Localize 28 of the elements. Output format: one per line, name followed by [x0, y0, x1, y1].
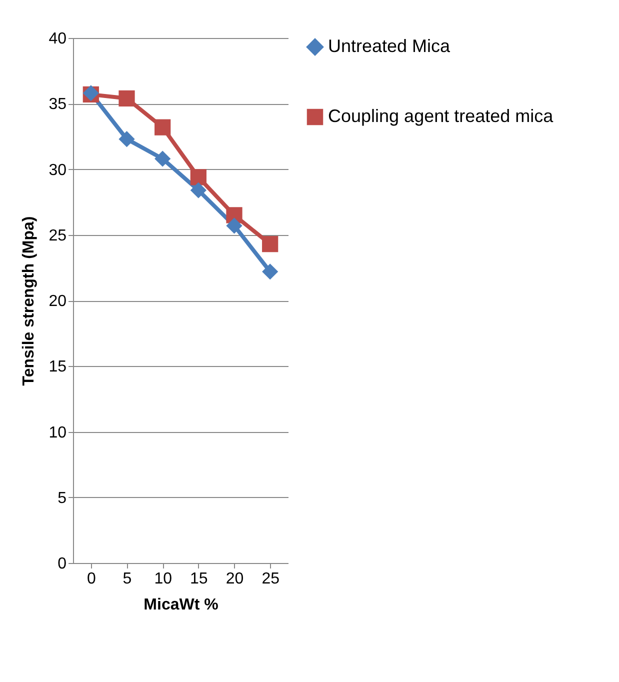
y-tick-label: 35: [48, 96, 67, 114]
point: [190, 182, 206, 198]
point: [262, 236, 278, 252]
point: [118, 131, 135, 148]
y-tick-label: 15: [48, 358, 67, 376]
x-tick-label: 0: [86, 570, 96, 588]
y-tick-label: 0: [58, 556, 67, 572]
x-axis-title: MicaWt %: [144, 596, 218, 614]
y-tick-label: 40: [48, 30, 67, 48]
x-tick-label: 20: [226, 570, 244, 588]
legend-label: Untreated Mica: [328, 36, 452, 56]
y-axis-title: Tensile strength (Mpa): [20, 216, 38, 386]
x-tick-label: 5: [122, 570, 132, 588]
x-tick-label: 10: [154, 570, 172, 588]
legend-label: Coupling agent treated mica: [328, 106, 554, 126]
x-tick-label: 15: [190, 570, 208, 588]
point: [118, 90, 135, 106]
x-tick-label: 25: [262, 570, 280, 588]
point: [190, 169, 206, 186]
y-tick-label: 30: [48, 162, 67, 179]
y-tick-label: 25: [48, 227, 67, 244]
point: [262, 264, 278, 280]
y-tick-label: 10: [48, 424, 67, 442]
point: [226, 218, 242, 234]
y-tick-label: 20: [48, 293, 67, 310]
point: [154, 150, 171, 167]
y-tick-label: 5: [58, 490, 67, 507]
point: [154, 119, 171, 136]
